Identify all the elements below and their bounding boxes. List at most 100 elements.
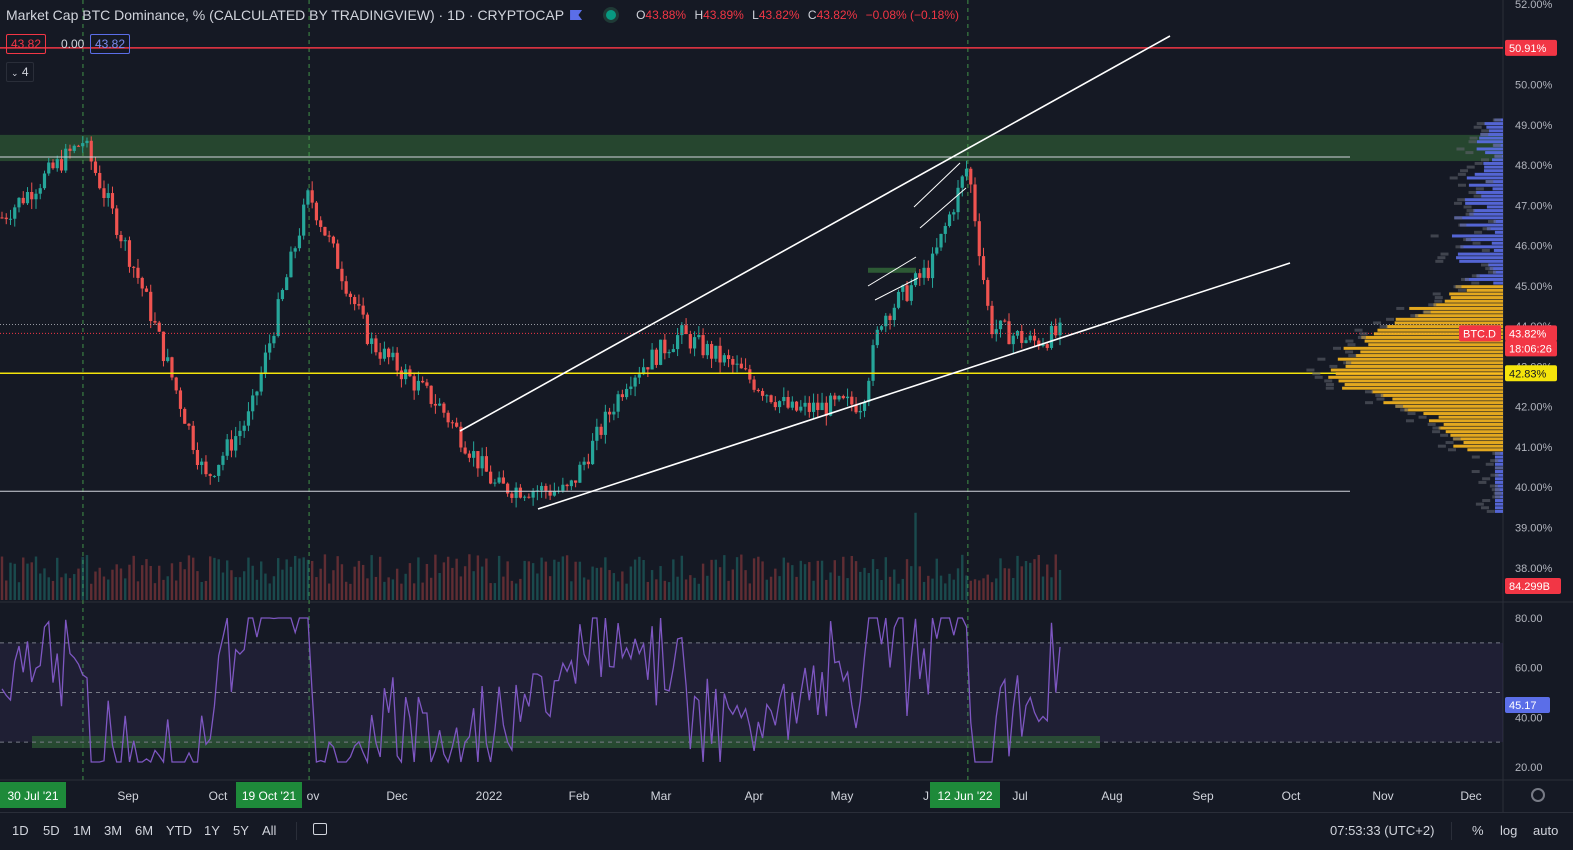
candle-body[interactable] [790, 401, 794, 408]
candle-body[interactable] [824, 402, 828, 416]
candle-body[interactable] [306, 190, 310, 205]
candle-body[interactable] [433, 403, 437, 406]
candle-body[interactable] [425, 382, 429, 386]
candle-body[interactable] [302, 204, 306, 236]
candle-body[interactable] [421, 380, 425, 383]
candle-body[interactable] [344, 281, 348, 294]
candle-body[interactable] [21, 197, 25, 204]
candle-body[interactable] [650, 349, 654, 370]
candle-body[interactable] [13, 207, 17, 219]
candle-body[interactable] [867, 380, 871, 402]
candle-body[interactable] [701, 335, 705, 356]
candle-body[interactable] [30, 191, 34, 200]
candle-body[interactable] [552, 491, 556, 496]
candle-body[interactable] [127, 240, 132, 267]
candle-body[interactable] [157, 322, 161, 332]
candle-body[interactable] [497, 477, 501, 483]
candle-body[interactable] [705, 344, 709, 356]
candle-body[interactable] [794, 401, 799, 411]
candle-body[interactable] [446, 412, 450, 423]
candle-body[interactable] [930, 253, 935, 279]
candle-body[interactable] [259, 372, 263, 392]
candle-body[interactable] [195, 449, 200, 465]
candle-body[interactable] [391, 352, 395, 358]
candle-body[interactable] [977, 221, 981, 257]
candle-body[interactable] [799, 406, 803, 411]
candle-body[interactable] [608, 411, 612, 415]
candle-body[interactable] [777, 401, 782, 408]
date-range-icon[interactable] [313, 823, 327, 835]
candle-body[interactable] [412, 376, 416, 391]
candle-body[interactable] [858, 410, 862, 413]
candle-body[interactable] [675, 335, 680, 350]
date-marker-tag-bg[interactable] [930, 782, 1000, 808]
candle-body[interactable] [875, 329, 879, 346]
timeframe-1y[interactable]: 1Y [204, 823, 220, 838]
candle-body[interactable] [952, 212, 956, 215]
candle-body[interactable] [629, 386, 633, 389]
candle-body[interactable] [981, 256, 986, 281]
candle-body[interactable] [506, 483, 510, 494]
candle-body[interactable] [8, 218, 13, 220]
candle-body[interactable] [217, 464, 221, 476]
timeframe-3m[interactable]: 3M [104, 823, 123, 838]
candle-body[interactable] [59, 159, 64, 171]
candle-body[interactable] [709, 344, 714, 359]
candle-body[interactable] [548, 490, 552, 496]
candle-body[interactable] [595, 426, 599, 441]
candle-body[interactable] [357, 304, 361, 306]
candle-body[interactable] [841, 396, 845, 399]
candle-body[interactable] [331, 236, 336, 244]
candle-body[interactable] [828, 395, 833, 416]
candle-body[interactable] [1020, 330, 1024, 343]
candle-body[interactable] [268, 343, 272, 353]
candle-body[interactable] [174, 377, 178, 391]
candle-body[interactable] [467, 453, 471, 458]
candle-body[interactable] [314, 202, 319, 221]
candle-body[interactable] [285, 277, 289, 290]
candle-body[interactable] [221, 455, 225, 465]
candle-body[interactable] [280, 289, 285, 300]
candle-body[interactable] [637, 374, 641, 378]
candle-body[interactable] [565, 484, 569, 487]
candle-body[interactable] [480, 456, 484, 469]
candle-body[interactable] [1032, 335, 1037, 341]
candle-body[interactable] [365, 314, 370, 344]
candle-body[interactable] [688, 334, 692, 349]
candle-body[interactable] [833, 395, 837, 400]
candle-body[interactable] [459, 426, 463, 448]
candle-body[interactable] [646, 367, 650, 370]
candle-body[interactable] [909, 285, 913, 301]
candle-body[interactable] [293, 248, 297, 252]
candle-body[interactable] [743, 368, 748, 370]
candle-body[interactable] [888, 315, 892, 321]
resistance-tag-bg[interactable] [1505, 39, 1557, 56]
buy-price-box[interactable]: 43.82 [90, 34, 131, 54]
candle-body[interactable] [748, 369, 752, 380]
candle-body[interactable] [442, 403, 446, 413]
candle-body[interactable] [986, 280, 990, 306]
candle-body[interactable] [64, 148, 68, 171]
candle-body[interactable] [773, 402, 777, 408]
log-scale-toggle[interactable]: log [1500, 823, 1518, 838]
candle-body[interactable] [289, 251, 293, 278]
candle-body[interactable] [310, 190, 314, 203]
date-marker-tag-bg[interactable] [236, 782, 302, 808]
candle-body[interactable] [569, 480, 573, 487]
candle-body[interactable] [722, 355, 726, 363]
candle-body[interactable] [140, 277, 144, 289]
candle-body[interactable] [735, 363, 739, 365]
timeframe-5y[interactable]: 5Y [233, 823, 249, 838]
candle-body[interactable] [132, 266, 136, 268]
candle-body[interactable] [1011, 335, 1015, 345]
timeframe-ytd[interactable]: YTD [166, 823, 192, 838]
candle-body[interactable] [947, 214, 952, 227]
candle-body[interactable] [714, 345, 718, 359]
candle-body[interactable] [42, 173, 47, 189]
timeframe-5d[interactable]: 5D [43, 823, 60, 838]
symbol-tag-bg[interactable] [1459, 325, 1501, 342]
candle-body[interactable] [820, 402, 824, 411]
candle-body[interactable] [816, 402, 820, 411]
candle-body[interactable] [0, 217, 4, 219]
candle-body[interactable] [994, 329, 998, 335]
